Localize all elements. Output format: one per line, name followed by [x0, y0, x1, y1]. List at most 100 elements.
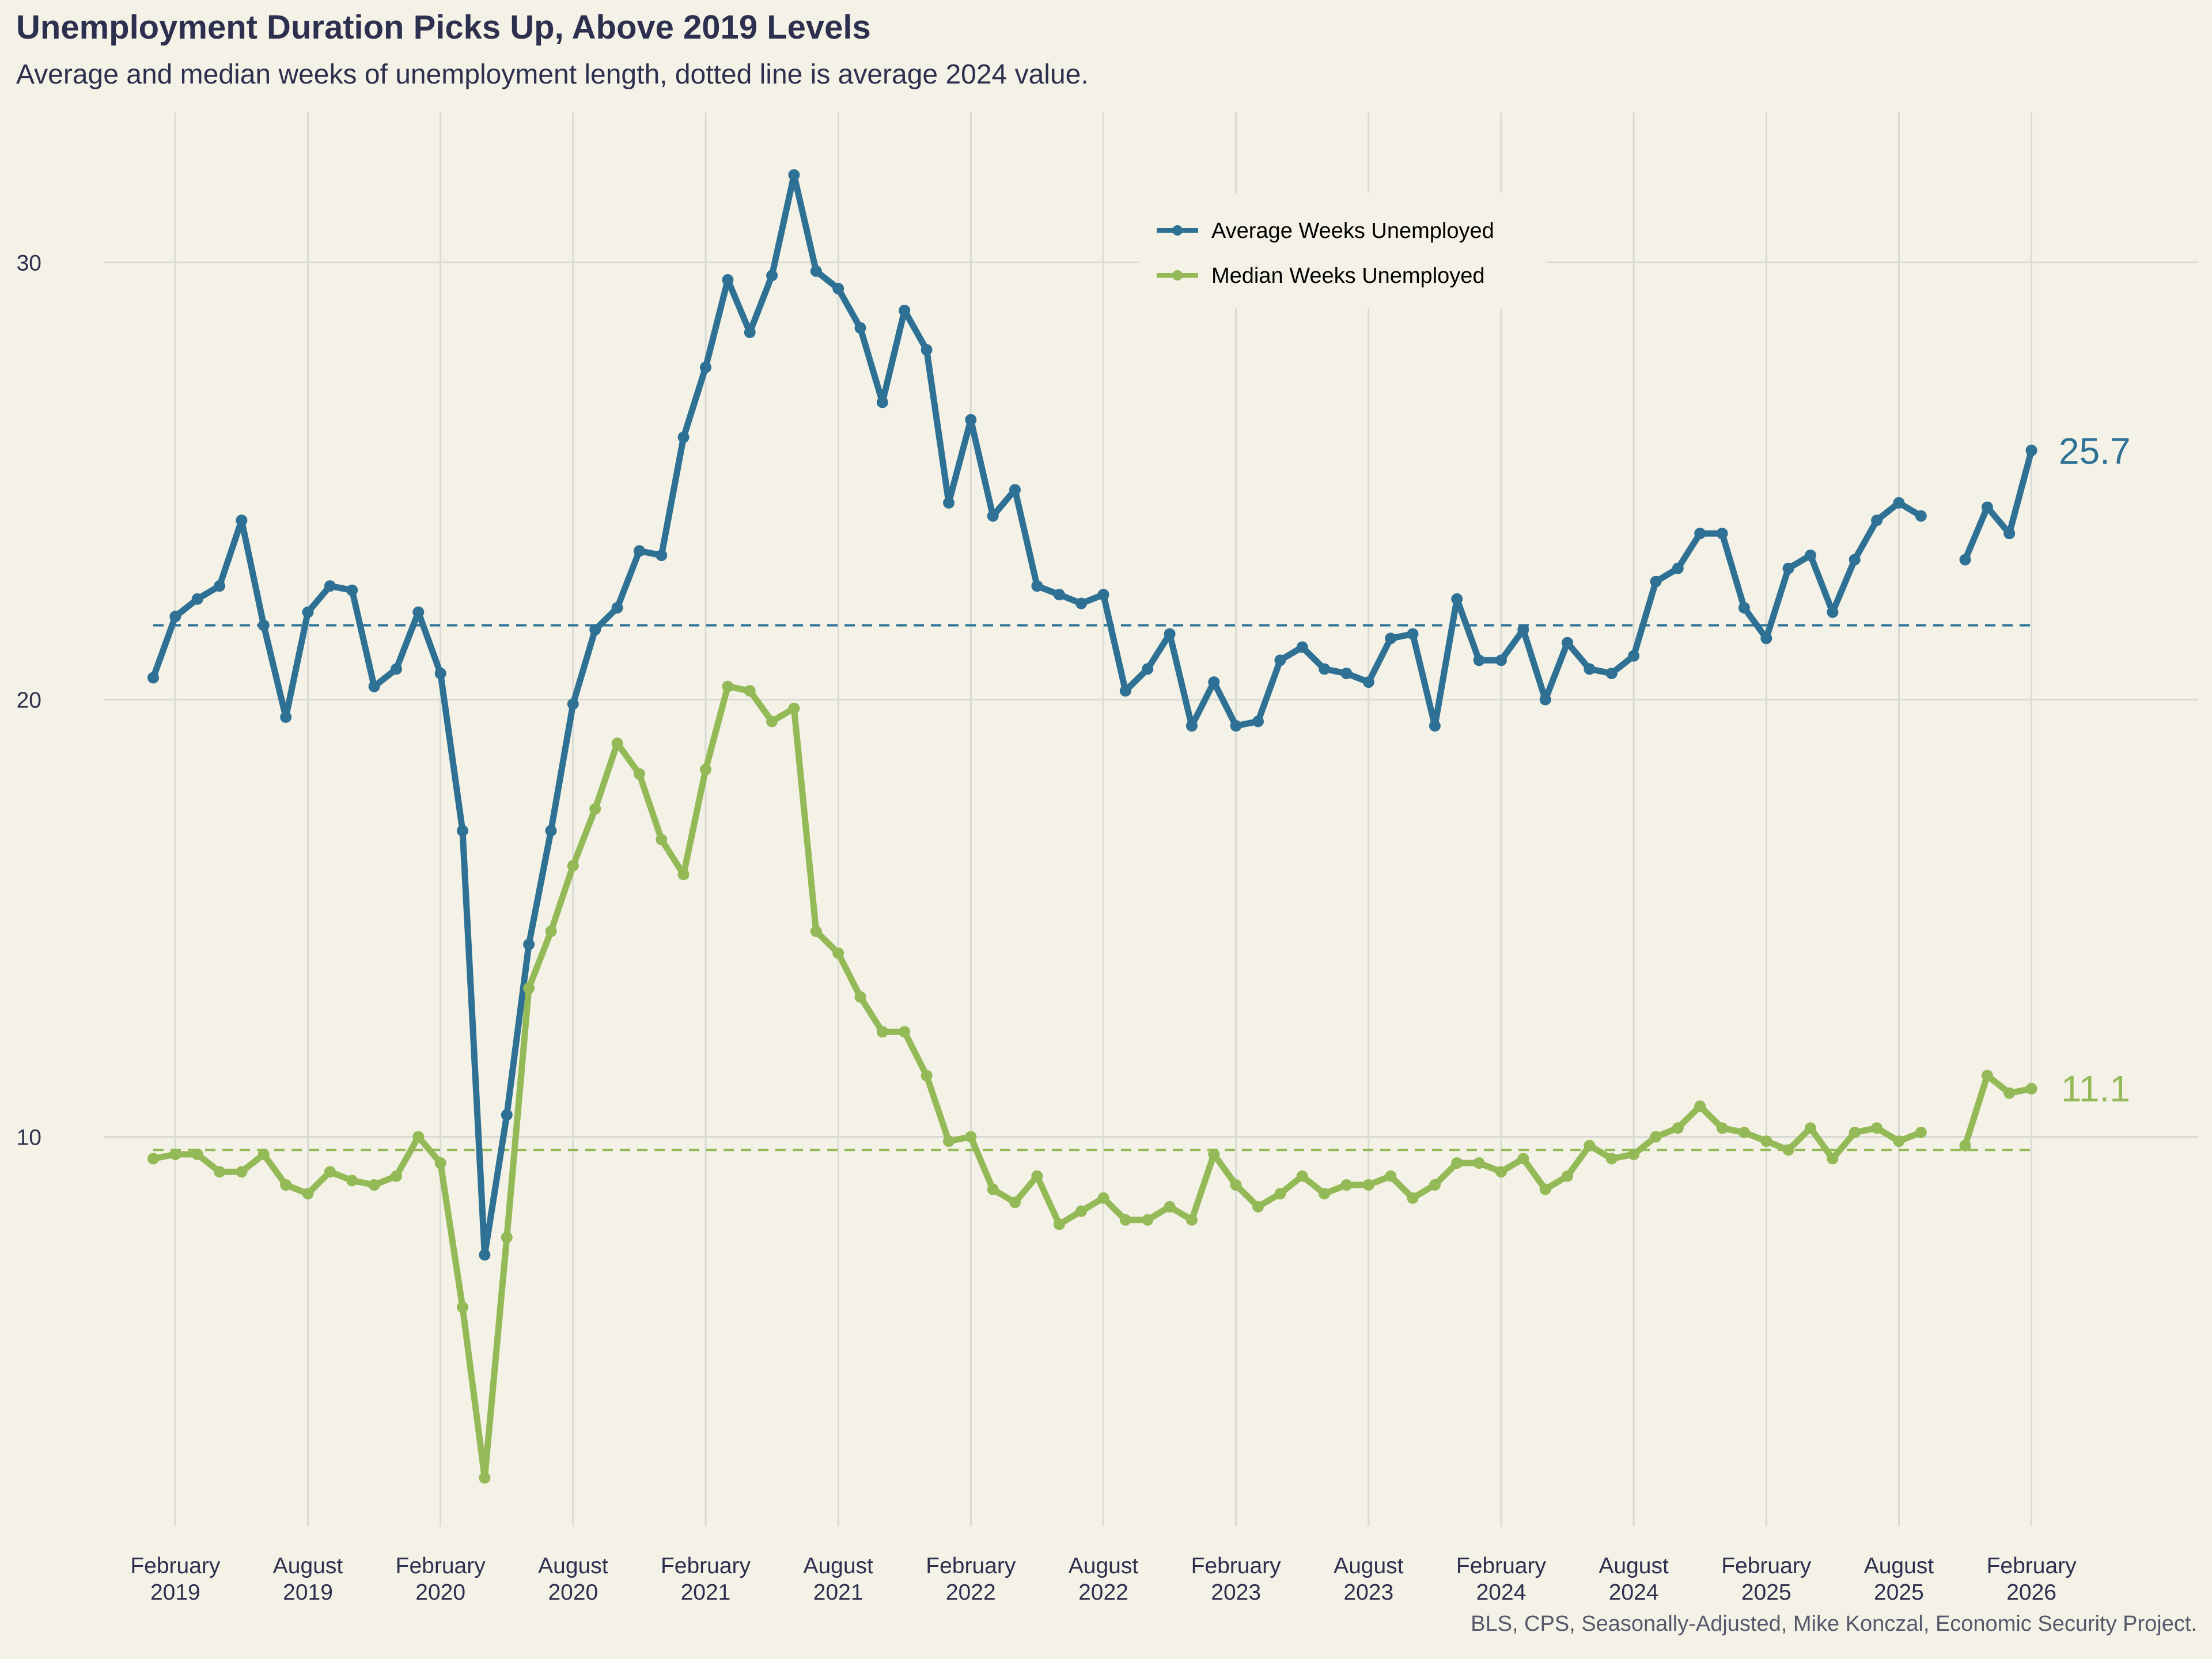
x-tick-label-month: February — [1456, 1554, 1547, 1578]
average-weeks-point — [1562, 637, 1573, 649]
x-tick-label-month: August — [1334, 1554, 1404, 1578]
x-tick-label-year: 2026 — [2006, 1580, 2056, 1605]
median-weeks-point — [832, 947, 844, 959]
average-weeks-point — [147, 672, 159, 684]
average-weeks-point — [633, 545, 645, 557]
reference-lines — [153, 624, 2032, 1152]
average-weeks-point — [501, 1109, 513, 1121]
x-tick-label-month: February — [926, 1554, 1016, 1578]
x-tick-label-year: 2021 — [681, 1580, 731, 1605]
median-weeks-point — [1429, 1179, 1441, 1191]
median-weeks-point — [191, 1148, 203, 1160]
median-weeks-point — [1827, 1153, 1839, 1165]
average-weeks-point — [832, 283, 844, 294]
average-weeks-point — [1495, 654, 1507, 666]
average-weeks-point — [368, 680, 380, 692]
x-tick-label-month: February — [130, 1554, 221, 1578]
median-weeks-point — [1208, 1148, 1220, 1160]
average-weeks-point — [1981, 501, 1993, 513]
average-weeks-line — [150, 172, 2035, 1258]
average-weeks-point — [1628, 650, 1640, 662]
median-weeks-point — [1075, 1205, 1088, 1217]
average-end-label: 25.7 — [2059, 430, 2131, 472]
median-weeks-point — [1628, 1148, 1640, 1160]
median-weeks-point — [899, 1026, 911, 1038]
median-weeks-point — [346, 1175, 358, 1187]
average-weeks-point — [1208, 676, 1220, 688]
average-weeks-point — [1142, 663, 1154, 675]
x-tick-label-year: 2020 — [548, 1580, 598, 1605]
average-weeks-point — [1296, 641, 1308, 653]
median-weeks-point — [1672, 1122, 1684, 1134]
axis-labels: 102030February2019August2019February2020… — [17, 251, 2077, 1605]
average-weeks-point — [1893, 497, 1905, 509]
median-weeks-point — [302, 1188, 314, 1200]
median-weeks-point — [1185, 1214, 1198, 1226]
median-weeks-point — [810, 925, 822, 937]
median-weeks-point — [1716, 1122, 1728, 1134]
x-tick-label-year: 2023 — [1211, 1580, 1261, 1605]
average-weeks-point — [1362, 676, 1374, 688]
average-weeks-point — [656, 550, 668, 561]
y-tick-label: 20 — [17, 688, 41, 713]
average-weeks-point — [545, 825, 557, 837]
average-weeks-point — [1185, 720, 1198, 732]
median-weeks-point — [501, 1232, 513, 1244]
median-weeks-point — [1495, 1166, 1507, 1178]
average-weeks-point — [1605, 668, 1618, 679]
series-layer — [147, 169, 2037, 1484]
average-weeks-point — [1385, 632, 1397, 645]
x-tick-label-year: 2021 — [813, 1580, 863, 1605]
average-weeks-point — [854, 322, 866, 334]
average-weeks-point — [722, 274, 734, 286]
median-weeks-line — [150, 683, 2035, 1481]
average-weeks-point — [965, 414, 977, 426]
median-weeks-point — [1871, 1122, 1883, 1134]
average-weeks-point — [302, 606, 314, 618]
median-weeks-point — [2025, 1083, 2037, 1094]
average-weeks-point — [921, 344, 933, 356]
average-weeks-point — [1871, 514, 1883, 527]
median-weeks-point — [1473, 1157, 1485, 1169]
average-weeks-point — [457, 825, 468, 837]
x-tick-label-year: 2025 — [1741, 1580, 1791, 1605]
legend-average-dot — [1172, 225, 1183, 236]
median-weeks-point — [1517, 1153, 1529, 1165]
median-weeks-point — [2003, 1087, 2016, 1099]
x-tick-label-month: August — [538, 1554, 608, 1578]
average-weeks-point — [1915, 510, 1927, 522]
x-tick-label-month: February — [1721, 1554, 1812, 1578]
average-weeks-point — [1738, 602, 1750, 614]
median-weeks-point — [1407, 1192, 1419, 1204]
median-weeks-point — [700, 763, 711, 775]
median-weeks-point — [943, 1135, 955, 1147]
average-weeks-point — [523, 938, 535, 950]
median-weeks-point — [722, 680, 734, 692]
median-weeks-point — [744, 685, 756, 697]
median-weeks-point — [567, 859, 579, 872]
chart-title: Unemployment Duration Picks Up, Above 20… — [16, 9, 871, 46]
median-weeks-point — [1650, 1131, 1662, 1143]
average-weeks-point — [1097, 589, 1109, 601]
median-weeks-point — [1562, 1170, 1573, 1182]
median-weeks-point — [611, 737, 623, 749]
legend-median-dot — [1172, 270, 1183, 281]
median-weeks-point — [1053, 1218, 1065, 1230]
x-tick-label-year: 2025 — [1874, 1580, 1924, 1605]
median-weeks-point — [1959, 1139, 1971, 1152]
average-weeks-point — [589, 624, 601, 636]
average-weeks-point — [1009, 484, 1021, 496]
average-weeks-point — [700, 361, 711, 373]
average-weeks-point — [1849, 554, 1861, 566]
median-weeks-point — [280, 1179, 292, 1191]
x-tick-label-month: February — [1191, 1554, 1282, 1578]
x-tick-label-month: August — [1599, 1554, 1669, 1578]
median-weeks-point — [1009, 1196, 1021, 1209]
average-weeks-point — [1694, 528, 1706, 540]
median-weeks-point — [589, 803, 601, 815]
average-weeks-point — [1031, 580, 1043, 592]
median-weeks-point — [391, 1170, 402, 1182]
average-weeks-point — [876, 396, 888, 408]
grid-layer — [104, 112, 2198, 1527]
median-weeks-point — [1340, 1179, 1353, 1191]
